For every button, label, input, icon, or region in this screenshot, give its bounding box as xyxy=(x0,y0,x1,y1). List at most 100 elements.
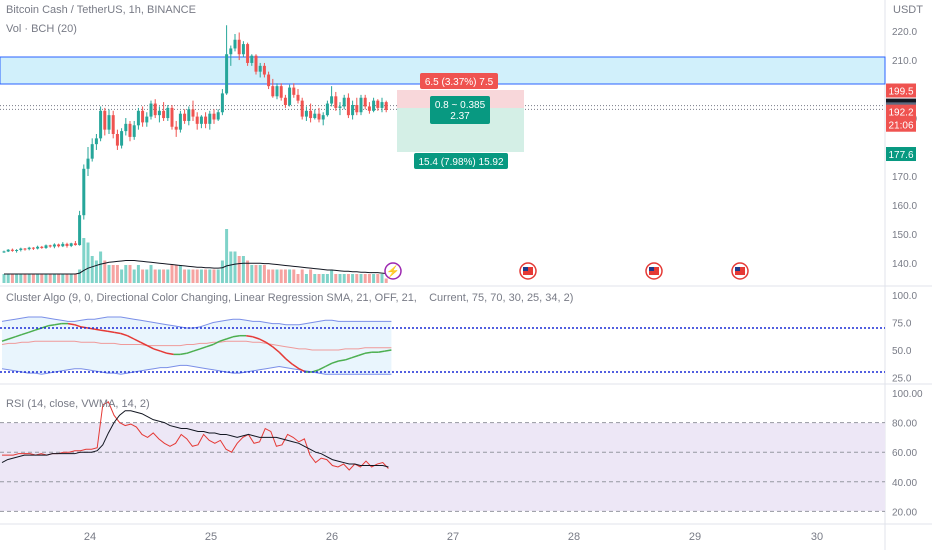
volume-legend[interactable]: Vol · BCH (20) xyxy=(6,23,77,35)
cluster-main-segment xyxy=(100,329,108,333)
candle xyxy=(187,109,191,121)
axes: 220.0210.0190.0170.0160.0150.0140.0100.0… xyxy=(84,27,923,543)
rsi-lines xyxy=(0,401,885,512)
volume-bar xyxy=(359,274,363,283)
event-markers[interactable]: ⚡ xyxy=(384,262,749,280)
candle xyxy=(359,97,363,113)
volume-bar xyxy=(220,260,224,283)
candle xyxy=(250,55,254,63)
cluster-main-segment xyxy=(74,323,82,328)
cluster-mid-line xyxy=(1,340,392,351)
volume-bar xyxy=(246,260,250,283)
rsi-background xyxy=(0,423,885,511)
candle xyxy=(225,54,229,94)
rsi-line xyxy=(2,401,389,471)
cluster-main-segment xyxy=(265,341,274,348)
candle xyxy=(149,103,153,117)
cluster-main-segment xyxy=(278,351,287,360)
candle xyxy=(296,94,300,101)
mid-label-ratio: 0.8 ~ 0.385 xyxy=(435,100,486,111)
candle xyxy=(40,246,44,248)
cluster-band xyxy=(2,317,392,375)
volume-bar xyxy=(208,269,212,283)
candle xyxy=(111,115,115,134)
volume-bar xyxy=(82,238,86,283)
candle xyxy=(212,113,216,120)
candle xyxy=(283,97,287,105)
candle xyxy=(267,74,271,87)
candle xyxy=(191,109,195,117)
rsi-legend[interactable]: RSI (14, close, VWMA, 14, 2) xyxy=(6,398,150,410)
cluster-main-segment xyxy=(378,350,385,353)
time-tick: 29 xyxy=(689,531,701,543)
volume-bar xyxy=(304,274,308,283)
stop-label: 6.5 (3.37%) 7.5 xyxy=(425,77,494,88)
cluster-main-segment xyxy=(133,338,141,343)
cluster-main-segment xyxy=(344,356,353,361)
cluster-main-segment xyxy=(331,360,339,364)
volume-bar xyxy=(330,269,334,283)
candle xyxy=(69,243,73,246)
volume-bar xyxy=(149,265,153,283)
cluster-main-segment xyxy=(28,329,36,334)
cluster-main-segment xyxy=(166,352,174,356)
candle xyxy=(237,39,241,55)
candle xyxy=(346,97,350,116)
cluster-main-segment xyxy=(199,345,207,350)
time-tick: 27 xyxy=(447,531,459,543)
volume-bar xyxy=(52,274,56,283)
cluster-algo-legend[interactable]: Cluster Algo (9, 0, Directional Color Ch… xyxy=(6,292,573,304)
us-flag-icon xyxy=(523,267,528,271)
volume-bar xyxy=(69,274,73,283)
price-label: 199.5 xyxy=(888,87,913,98)
volume-bar xyxy=(380,274,384,283)
candle xyxy=(334,96,338,108)
candle xyxy=(115,134,119,146)
symbol-title[interactable]: Bitcoin Cash / TetherUS, 1h, BINANCE xyxy=(6,4,196,16)
candle xyxy=(36,246,40,249)
volume-bar xyxy=(296,274,300,283)
cluster-main-segment xyxy=(291,363,300,370)
candle xyxy=(124,123,128,132)
volume-bar xyxy=(99,251,103,283)
volume-bar xyxy=(178,265,182,283)
volume-bar xyxy=(136,265,140,283)
candle xyxy=(48,245,52,247)
cluster-main-segment xyxy=(193,348,201,352)
candle xyxy=(99,110,103,139)
volume-bar xyxy=(61,274,65,283)
candle xyxy=(288,87,292,105)
volume-bar xyxy=(275,269,279,283)
candle xyxy=(107,115,111,130)
time-tick: 28 xyxy=(568,531,580,543)
price-label-bg xyxy=(886,147,916,162)
volume-bar xyxy=(145,269,149,283)
candle xyxy=(170,107,174,127)
candle xyxy=(86,158,90,169)
cluster-main-segment xyxy=(54,322,62,326)
volume-bar xyxy=(355,274,359,283)
candle xyxy=(132,125,136,137)
volume-bar xyxy=(124,265,128,283)
volume-bar xyxy=(183,269,187,283)
cluster-main-segment xyxy=(351,354,359,359)
cluster-main-segment xyxy=(146,344,155,350)
cluster-main-segment xyxy=(272,346,280,353)
rsi-tick: 100.00 xyxy=(892,389,923,400)
price-label: 177.6 xyxy=(888,150,913,161)
candle xyxy=(246,44,250,63)
price-label-bg xyxy=(886,83,916,98)
rsi-tick: 20.00 xyxy=(892,507,917,518)
cluster-main-segment xyxy=(246,334,253,338)
volume-bar xyxy=(229,251,233,283)
volume-bar xyxy=(351,274,355,283)
volume-bar xyxy=(384,278,388,283)
candle xyxy=(309,110,313,119)
candle xyxy=(338,106,342,108)
us-flag-icon xyxy=(735,267,740,271)
candle xyxy=(363,97,367,107)
candle xyxy=(94,138,98,145)
mid-label-bg xyxy=(430,96,490,124)
